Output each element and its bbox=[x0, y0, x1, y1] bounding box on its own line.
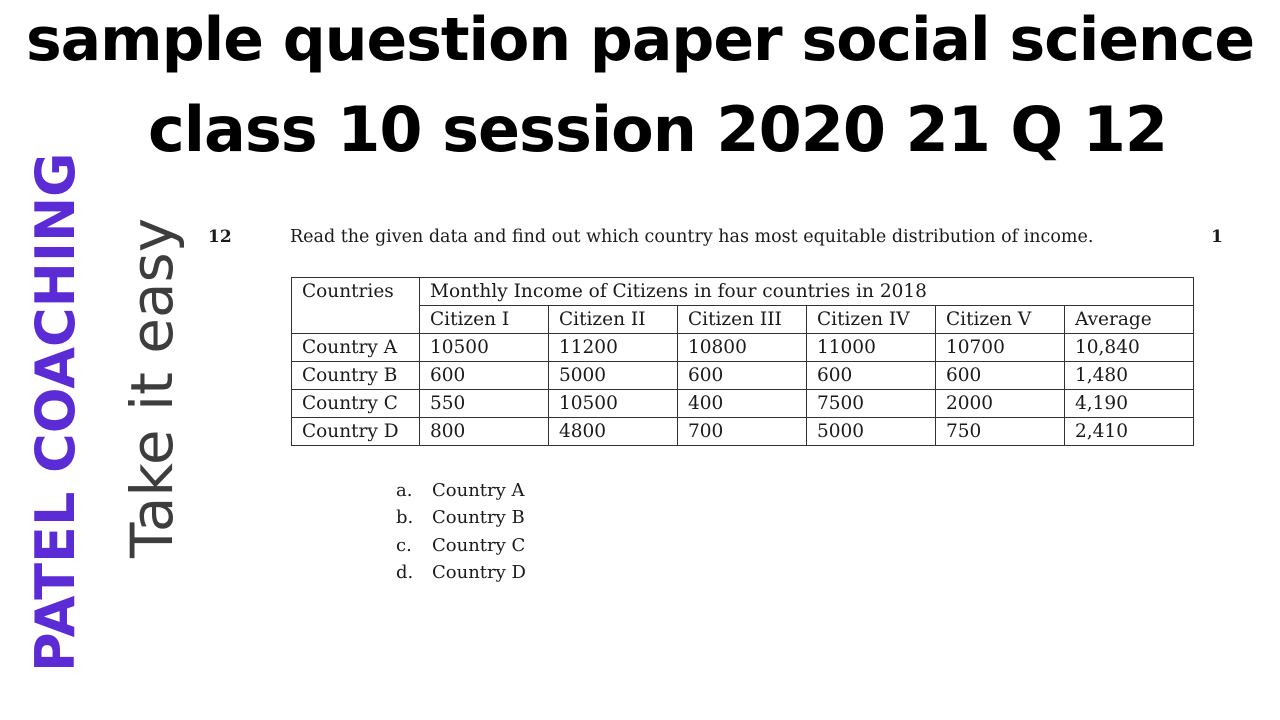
value-cell: 600 bbox=[677, 361, 807, 390]
value-cell: 11000 bbox=[806, 333, 936, 362]
table-header-row: Countries Monthly Income of Citizens in … bbox=[291, 277, 1194, 334]
column-header: Citizen II bbox=[548, 305, 678, 334]
value-cell: 10500 bbox=[419, 333, 549, 362]
question-number: 12 bbox=[208, 227, 232, 247]
table-row: Country B 600 5000 600 600 600 1,480 bbox=[291, 361, 1194, 390]
column-header: Citizen III bbox=[677, 305, 807, 334]
average-cell: 1,480 bbox=[1064, 361, 1194, 390]
table-subheader-row: Citizen I Citizen II Citizen III Citizen… bbox=[292, 305, 1194, 334]
option-text: Country B bbox=[432, 507, 525, 529]
column-header: Average bbox=[1064, 305, 1194, 334]
option-text: Country A bbox=[432, 480, 525, 501]
value-cell: 550 bbox=[419, 389, 549, 418]
value-cell: 4800 bbox=[548, 417, 678, 446]
value-cell: 700 bbox=[677, 417, 807, 446]
table-row: Country D 800 4800 700 5000 750 2,410 bbox=[291, 417, 1194, 446]
value-cell: 11200 bbox=[548, 333, 678, 362]
option-letter: b. bbox=[396, 507, 414, 529]
value-cell: 750 bbox=[935, 417, 1065, 446]
option-letter: a. bbox=[396, 480, 413, 501]
value-cell: 600 bbox=[806, 361, 936, 390]
value-cell: 2000 bbox=[935, 389, 1065, 418]
option-text: Country D bbox=[432, 561, 526, 583]
answer-option[interactable]: c. Country C bbox=[396, 532, 526, 559]
value-cell: 10500 bbox=[548, 389, 678, 418]
group-header-cell: Monthly Income of Citizens in four count… bbox=[419, 277, 1194, 306]
answer-option[interactable]: d. Country D bbox=[396, 559, 526, 586]
value-cell: 600 bbox=[419, 361, 549, 390]
value-cell: 800 bbox=[419, 417, 549, 446]
column-header: Citizen IV bbox=[806, 305, 936, 334]
option-text: Country C bbox=[432, 534, 526, 556]
value-cell: 400 bbox=[677, 389, 807, 418]
table-row: Country A 10500 11200 10800 11000 10700 … bbox=[291, 333, 1194, 362]
question-text: Read the given data and find out which c… bbox=[290, 227, 1094, 247]
brand-tagline: Take it easy bbox=[118, 217, 186, 558]
country-cell: Country D bbox=[291, 417, 420, 446]
value-cell: 7500 bbox=[806, 389, 936, 418]
option-letter: d. bbox=[396, 561, 414, 583]
answer-options: a. Country A b. Country B c. Country C d. Co… bbox=[396, 477, 526, 586]
corner-header-cell: Countries bbox=[291, 277, 420, 334]
title-line-1: sample question paper social science bbox=[25, 5, 1255, 75]
title-line-2: class 10 session 2020 21 Q 12 bbox=[148, 93, 1168, 166]
average-cell: 2,410 bbox=[1064, 417, 1194, 446]
answer-option[interactable]: b. Country B bbox=[396, 504, 526, 531]
option-letter: c. bbox=[396, 534, 412, 556]
column-header: Citizen V bbox=[935, 305, 1065, 334]
country-cell: Country C bbox=[291, 389, 420, 418]
column-header: Citizen I bbox=[419, 305, 549, 334]
table-row: Country C 550 10500 400 7500 2000 4,190 bbox=[291, 389, 1194, 418]
value-cell: 10800 bbox=[677, 333, 807, 362]
value-cell: 10700 bbox=[935, 333, 1065, 362]
value-cell: 5000 bbox=[806, 417, 936, 446]
answer-option[interactable]: a. Country A bbox=[396, 477, 526, 504]
country-cell: Country A bbox=[291, 333, 420, 362]
brand-name: PATEL COACHING bbox=[24, 152, 87, 672]
country-cell: Country B bbox=[291, 361, 420, 390]
question-marks: 1 bbox=[1211, 227, 1223, 247]
value-cell: 600 bbox=[935, 361, 1065, 390]
average-cell: 4,190 bbox=[1064, 389, 1194, 418]
income-table: Countries Monthly Income of Citizens in … bbox=[291, 277, 1194, 446]
value-cell: 5000 bbox=[548, 361, 678, 390]
average-cell: 10,840 bbox=[1064, 333, 1194, 362]
